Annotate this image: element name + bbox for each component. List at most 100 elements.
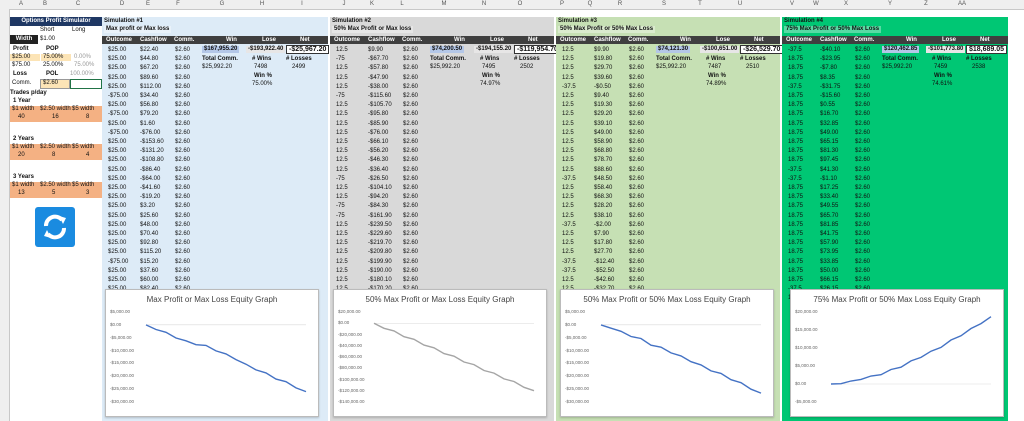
cashflow-cell[interactable]: -$42.60 [594, 277, 615, 283]
outcome-cell[interactable]: 18.75 [788, 129, 804, 136]
outcome-cell[interactable]: -$75.00 [108, 111, 129, 118]
comm-cell[interactable]: $2.60 [175, 185, 191, 191]
cashflow-cell[interactable]: $112.00 [140, 83, 162, 90]
outcome-cell[interactable]: 18.75 [788, 277, 804, 283]
column-letter-w[interactable]: W [813, 1, 819, 7]
outcome-cell[interactable]: $25.00 [108, 231, 127, 237]
cashflow-cell[interactable]: $44.80 [140, 56, 159, 63]
cashflow-cell[interactable]: -$209.80 [368, 249, 392, 256]
comm-cell[interactable]: $2.60 [629, 74, 645, 81]
column-letter-t[interactable]: T [698, 1, 702, 7]
outcome-cell[interactable]: $25.00 [108, 166, 127, 173]
outcome-cell[interactable]: 18.75 [788, 258, 804, 265]
cashflow-cell[interactable]: -$131.20 [140, 148, 164, 155]
cashflow-cell[interactable]: -$85.90 [368, 120, 389, 127]
outcome-cell[interactable]: 12.5 [562, 249, 574, 256]
cashflow-cell[interactable]: $34.40 [140, 93, 159, 99]
outcome-cell[interactable]: -$75.00 [108, 258, 129, 265]
comm-cell[interactable]: $2.60 [855, 231, 871, 237]
comm-cell[interactable]: $2.60 [175, 240, 191, 247]
cashflow-cell[interactable]: $68.80 [594, 148, 613, 155]
outcome-cell[interactable]: -$75.00 [108, 93, 129, 99]
outcome-cell[interactable]: -37.5 [562, 267, 576, 274]
outcome-cell[interactable]: 18.75 [788, 231, 804, 237]
comm-cell[interactable]: $2.60 [175, 120, 191, 127]
outcome-cell[interactable]: -37.5 [788, 83, 802, 90]
outcome-cell[interactable]: 12.5 [336, 221, 348, 228]
outcome-cell[interactable]: $25.00 [108, 221, 127, 228]
comm-cell[interactable]: $2.60 [403, 277, 419, 283]
comm-cell[interactable]: $2.60 [629, 56, 645, 63]
column-letter-h[interactable]: H [259, 1, 265, 7]
outcome-cell[interactable]: 12.5 [336, 185, 348, 191]
cashflow-cell[interactable]: -$190.00 [368, 267, 392, 274]
comm-cell[interactable]: $2.60 [175, 129, 191, 136]
outcome-cell[interactable]: 18.75 [788, 139, 804, 145]
comm-cell[interactable]: $2.60 [403, 129, 419, 136]
cashflow-cell[interactable]: -$57.80 [368, 65, 389, 72]
comm-cell[interactable]: $2.60 [629, 93, 645, 99]
outcome-cell[interactable]: 12.5 [562, 129, 574, 136]
cashflow-cell[interactable]: $19.30 [594, 102, 613, 109]
comm-cell[interactable]: $2.60 [175, 231, 191, 237]
comm-cell[interactable]: $2.60 [403, 194, 419, 201]
cashflow-cell[interactable]: $56.80 [140, 102, 159, 109]
comm-cell[interactable]: $2.60 [403, 139, 419, 145]
outcome-cell[interactable]: $25.00 [108, 277, 127, 283]
comm-cell[interactable]: $2.60 [403, 65, 419, 72]
comm-cell[interactable]: $2.60 [175, 74, 191, 81]
cashflow-cell[interactable]: $16.70 [820, 111, 839, 118]
comm-cell[interactable]: $2.60 [629, 203, 645, 210]
cashflow-cell[interactable]: $115.20 [140, 249, 162, 256]
cashflow-cell[interactable]: $73.95 [820, 249, 839, 256]
cashflow-cell[interactable]: $33.40 [820, 194, 839, 201]
comm-cell[interactable]: $2.60 [175, 249, 191, 256]
cashflow-cell[interactable]: -$56.20 [368, 148, 389, 155]
comm-cell[interactable]: $2.60 [403, 231, 419, 237]
comm-cell[interactable]: $2.60 [855, 221, 871, 228]
cashflow-cell[interactable]: -$76.00 [368, 129, 389, 136]
comm-cell[interactable]: $2.60 [629, 221, 645, 228]
outcome-cell[interactable]: 12.5 [562, 203, 574, 210]
outcome-cell[interactable]: -$75.00 [108, 129, 129, 136]
cashflow-cell[interactable]: -$40.10 [820, 47, 841, 53]
comm-cell[interactable]: $2.60 [629, 194, 645, 201]
column-letter-n[interactable]: N [481, 1, 487, 7]
outcome-cell[interactable]: -37.5 [562, 221, 576, 228]
cashflow-cell[interactable]: -$2.00 [594, 221, 612, 228]
outcome-cell[interactable]: 12.5 [336, 139, 348, 145]
comm-cell[interactable]: $2.60 [629, 277, 645, 283]
outcome-cell[interactable]: 18.75 [788, 74, 804, 81]
outcome-cell[interactable]: -37.5 [562, 83, 576, 90]
outcome-cell[interactable]: -37.5 [788, 47, 802, 53]
cashflow-cell[interactable]: $50.00 [820, 267, 839, 274]
cashflow-cell[interactable]: $41.30 [820, 166, 839, 173]
outcome-cell[interactable]: $25.00 [108, 157, 127, 164]
outcome-cell[interactable]: 12.5 [336, 74, 348, 81]
outcome-cell[interactable]: $25.00 [108, 175, 127, 182]
outcome-cell[interactable]: 12.5 [336, 129, 348, 136]
comm-cell[interactable]: $2.60 [175, 65, 191, 72]
comm-cell[interactable]: $2.60 [403, 120, 419, 127]
cashflow-cell[interactable]: -$161.90 [368, 212, 392, 219]
outcome-cell[interactable]: 18.75 [788, 120, 804, 127]
comm-cell[interactable]: $2.60 [175, 102, 191, 109]
cashflow-cell[interactable]: $25.60 [140, 212, 159, 219]
outcome-cell[interactable]: 12.5 [562, 240, 574, 247]
outcome-cell[interactable]: 18.75 [788, 221, 804, 228]
cashflow-cell[interactable]: -$19.20 [140, 194, 161, 201]
outcome-cell[interactable]: $25.00 [108, 212, 127, 219]
outcome-cell[interactable]: $25.00 [108, 194, 127, 201]
cashflow-cell[interactable]: $92.80 [140, 240, 159, 247]
outcome-cell[interactable]: -75 [336, 175, 345, 182]
column-letter-z[interactable]: Z [924, 1, 928, 7]
outcome-cell[interactable]: 18.75 [788, 185, 804, 191]
cashflow-cell[interactable]: -$84.30 [368, 203, 389, 210]
comm-cell[interactable]: $2.60 [175, 194, 191, 201]
cashflow-cell[interactable]: $1.60 [140, 120, 156, 127]
cashflow-cell[interactable]: $79.20 [140, 111, 159, 118]
column-letter-q[interactable]: Q [587, 1, 593, 7]
profit-short-value[interactable]: $25.00 [10, 54, 40, 61]
cashflow-cell[interactable]: -$94.20 [368, 194, 389, 201]
cashflow-cell[interactable]: $15.20 [140, 258, 159, 265]
